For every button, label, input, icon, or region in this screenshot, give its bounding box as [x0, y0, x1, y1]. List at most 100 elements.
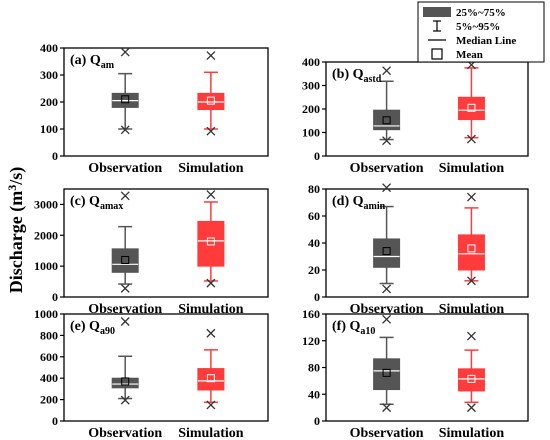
- panel-title-main: (e) Q: [70, 319, 100, 334]
- min-marker: [382, 136, 392, 146]
- panel-e-box-simulation: [197, 328, 225, 410]
- iqr-box: [111, 248, 139, 273]
- panel-a-title: (a) Qam: [70, 53, 115, 71]
- panel-b-box-observation: [373, 66, 401, 146]
- panel-e: 0 200 400 600 800 1000 Observation Simulation (e…: [34, 307, 269, 440]
- cross-stroke: [206, 278, 216, 288]
- cross-stroke: [120, 191, 130, 201]
- legend-item-line: Median Line: [428, 35, 516, 47]
- panel-d-title: (d) Qamin: [332, 194, 386, 212]
- panel-b-title: (b) Qastd: [332, 67, 382, 85]
- cross-stroke: [206, 190, 216, 200]
- panel-title-main: (d) Q: [332, 194, 364, 209]
- panel-a-ytick-label: 100: [40, 122, 58, 136]
- panel-title-main: (c) Q: [70, 194, 100, 209]
- min-marker: [120, 125, 130, 135]
- panel-e-category-label: Observation: [88, 426, 162, 440]
- mean-marker: [206, 237, 215, 246]
- panel-a-category-label: Simulation: [178, 161, 244, 176]
- panel-c-ytick-label: 2000: [34, 228, 58, 242]
- cross-stroke: [120, 317, 130, 326]
- panel-title-main: (a) Q: [70, 53, 101, 68]
- cross-stroke: [120, 283, 130, 293]
- panel-e-box-observation: [111, 317, 139, 405]
- legend-label: Mean: [456, 49, 483, 61]
- panel-title-subscript: a90: [100, 326, 115, 337]
- iqr-box: [373, 358, 401, 391]
- cross-stroke: [382, 284, 392, 294]
- cross-stroke: [466, 276, 476, 286]
- panel-b-ytick-label: 400: [302, 55, 320, 69]
- panel-f-ytick-label: 0: [314, 414, 320, 428]
- panel-b-category-label: Observation: [350, 161, 424, 176]
- iqr-box: [457, 96, 485, 121]
- iqr-box: [197, 220, 225, 267]
- panel-e-category-label: Simulation: [178, 426, 244, 440]
- legend-label: 25%~75%: [456, 7, 506, 19]
- panel-e-ytick-label: 600: [40, 350, 58, 364]
- panel-b-category-label: Simulation: [439, 161, 505, 176]
- panel-b-ytick-label: 100: [302, 126, 320, 140]
- y-axis-label-superscript: 3: [5, 185, 19, 191]
- mean-marker: [121, 255, 130, 264]
- panel-c-category-label: Simulation: [178, 302, 244, 317]
- cross-stroke: [206, 51, 216, 61]
- min-marker: [206, 126, 216, 136]
- panel-e-ytick-label: 800: [40, 328, 58, 342]
- min-marker: [466, 403, 476, 413]
- iqr-box: [373, 109, 401, 131]
- min-marker: [206, 278, 216, 288]
- min-marker: [206, 400, 216, 410]
- panel-a-box-simulation: [197, 51, 225, 136]
- cross-stroke: [120, 395, 130, 405]
- min-marker: [466, 276, 476, 286]
- mean-marker: [467, 374, 476, 383]
- max-marker: [382, 314, 392, 324]
- mean-marker: [467, 244, 476, 253]
- mean-marker: [382, 116, 391, 125]
- legend-label: 5%~95%: [456, 21, 500, 33]
- panel-d: 0 20 40 60 80 Observation Simulation (d) Qamin: [308, 182, 529, 317]
- legend-box-swatch: [423, 7, 451, 17]
- max-marker: [120, 47, 130, 57]
- panel-c-box-observation: [111, 191, 139, 293]
- max-marker: [206, 51, 216, 61]
- legend-item-whisker: 5%~95%: [433, 20, 500, 33]
- panel-d-box-simulation: [457, 192, 485, 286]
- iqr-box: [111, 377, 139, 389]
- y-axis-label-end: /s): [6, 167, 27, 186]
- panel-c-frame: [63, 188, 269, 298]
- panel-title-subscript: amin: [364, 201, 386, 212]
- legend-label: Median Line: [456, 35, 516, 47]
- panel-c-ytick-label: 1000: [34, 259, 58, 273]
- mean-marker: [382, 368, 391, 377]
- min-marker: [466, 134, 476, 144]
- cross-stroke: [206, 400, 216, 410]
- panel-e-title: (e) Qa90: [70, 319, 115, 337]
- panel-f-ytick-label: 40: [308, 387, 320, 401]
- panel-f-ytick-label: 120: [302, 334, 320, 348]
- panel-title-subscript: amax: [100, 201, 123, 212]
- panel-a-ytick-label: 300: [40, 68, 58, 82]
- panel-d-ytick-label: 80: [308, 182, 320, 196]
- legend-mean-square: [431, 48, 443, 60]
- min-marker: [120, 395, 130, 405]
- panel-f: 0 40 80 120 160 Observation Simulation (f) Qa10: [302, 307, 529, 440]
- iqr-box: [197, 368, 225, 391]
- panel-e-ytick-label: 200: [40, 393, 58, 407]
- panel-b-ytick-label: 200: [302, 102, 320, 116]
- iqr-box: [457, 368, 485, 392]
- panel-c-ytick-label: 0: [52, 290, 58, 304]
- legend: 25%~75% 5%~95% Median Line Mean: [417, 1, 545, 63]
- panel-f-box-simulation: [457, 331, 485, 413]
- panel-d-box-observation: [373, 183, 401, 294]
- panel-b: 0 100 200 300 400 Observation Simulation (b) Qa…: [302, 55, 529, 176]
- panel-d-ytick-label: 60: [308, 209, 320, 223]
- iqr-box: [373, 238, 401, 268]
- cross-stroke: [206, 328, 216, 338]
- panel-f-category-label: Simulation: [439, 426, 505, 440]
- mean-marker: [121, 377, 130, 386]
- iqr-box: [457, 234, 485, 271]
